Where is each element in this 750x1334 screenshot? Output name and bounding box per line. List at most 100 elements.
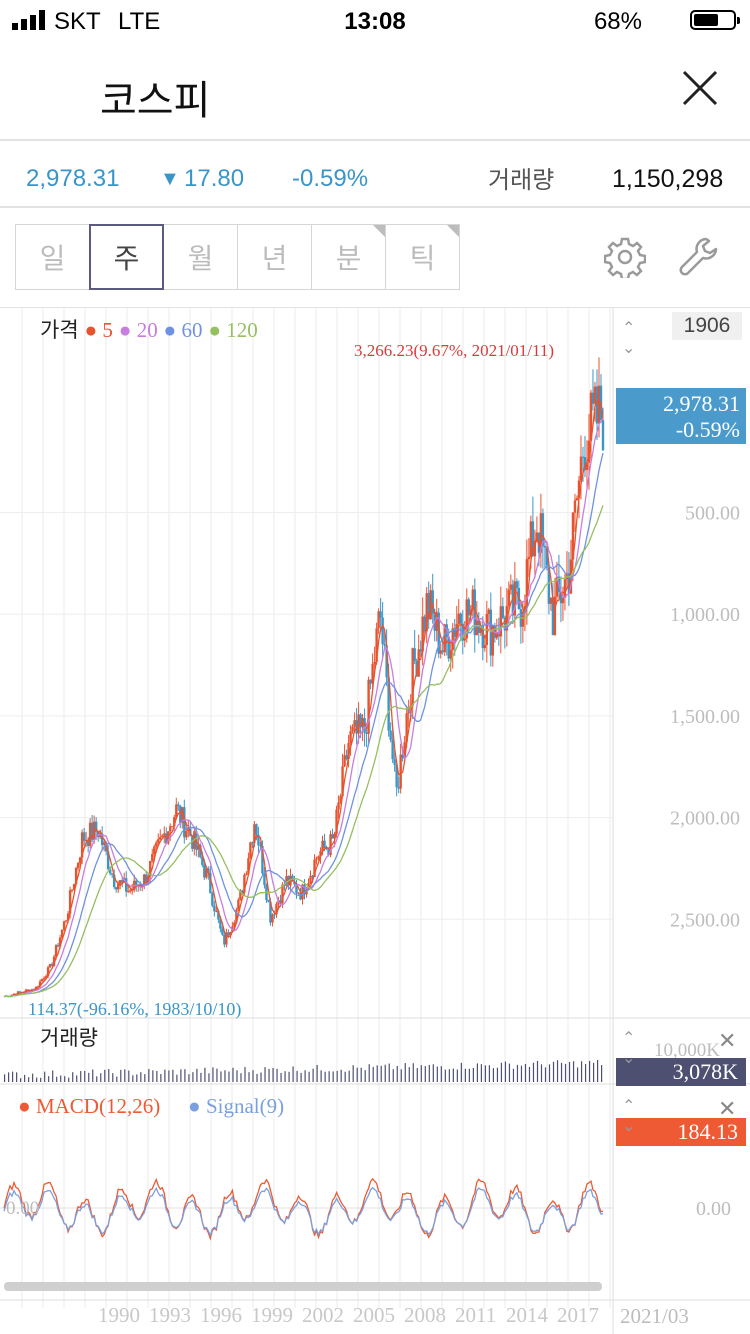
- volume-bar: [532, 1062, 535, 1082]
- candle-body: [541, 513, 545, 546]
- volume-bar: [320, 1070, 322, 1082]
- candle-body: [237, 899, 240, 910]
- candle-body: [449, 650, 452, 659]
- volume-bar: [592, 1062, 595, 1082]
- candle-body: [243, 874, 246, 893]
- candle-body: [539, 513, 543, 553]
- stock-chart[interactable]: 2,500.00 2,000.00 1,500.00 1,000.00 500.00 1…: [0, 308, 750, 1334]
- candle-body: [175, 804, 178, 818]
- close-panel-icon[interactable]: ✕: [718, 1096, 737, 1121]
- candle-body: [515, 581, 519, 588]
- tab-minute[interactable]: 분: [311, 224, 386, 290]
- candle-body: [423, 616, 426, 632]
- candle-body: [345, 755, 348, 760]
- volume-bar: [132, 1075, 134, 1082]
- volume-bar: [12, 1071, 14, 1082]
- candle-body: [48, 963, 52, 968]
- candle-body: [527, 556, 531, 560]
- candle-body: [54, 945, 58, 957]
- volume-bar: [384, 1064, 386, 1082]
- candle-body: [60, 929, 64, 938]
- volume-current-box: 3,078K: [616, 1058, 746, 1086]
- volume-bar: [284, 1071, 286, 1082]
- volume-bar: [124, 1069, 126, 1082]
- candle-body: [467, 599, 470, 616]
- candle-body: [483, 644, 487, 649]
- volume-bar: [400, 1069, 402, 1082]
- candle-body: [273, 914, 276, 916]
- tab-year[interactable]: 년: [237, 224, 312, 290]
- candle-body: [523, 606, 527, 612]
- candle-body: [38, 981, 42, 987]
- volume-bar: [128, 1070, 130, 1082]
- candle-body: [441, 650, 444, 653]
- candle-body: [173, 817, 176, 827]
- volume-bar: [368, 1064, 370, 1082]
- candle-body: [399, 754, 402, 789]
- volume-bar: [392, 1069, 394, 1082]
- candle-body: [112, 874, 116, 888]
- volume-bar: [148, 1069, 150, 1082]
- volume-bar: [140, 1072, 142, 1082]
- candle-body: [373, 662, 376, 664]
- divider: [0, 139, 750, 141]
- volume-bar: [356, 1067, 358, 1082]
- candle-body: [439, 650, 442, 654]
- low-annotation: 114.37(-96.16%, 1983/10/10): [28, 999, 242, 1019]
- candle-body: [259, 845, 262, 847]
- close-icon[interactable]: [682, 70, 718, 106]
- candle-body: [525, 559, 529, 607]
- volume-bar: [552, 1061, 555, 1082]
- volume-bar: [388, 1063, 390, 1082]
- candle-body: [381, 617, 384, 644]
- candle-body: [52, 956, 56, 966]
- volume-bar: [292, 1066, 294, 1082]
- volume-bar: [488, 1065, 491, 1082]
- volume-bar: [316, 1064, 318, 1082]
- candle-body: [323, 840, 326, 849]
- candle-body: [267, 900, 270, 902]
- candle-body: [595, 386, 599, 424]
- volume-bar: [500, 1062, 503, 1082]
- volume-bar: [64, 1076, 66, 1082]
- volume-bar: [100, 1073, 102, 1082]
- chevron-up-down-icon[interactable]: ⌃ ⌄: [622, 1098, 636, 1135]
- candle-body: [339, 796, 342, 803]
- chevron-up-down-icon[interactable]: ⌃ ⌄: [622, 1030, 636, 1067]
- volume-bar: [272, 1067, 274, 1082]
- candle-body: [281, 884, 284, 903]
- tab-week[interactable]: 주: [89, 224, 164, 290]
- tab-month[interactable]: 월: [163, 224, 238, 290]
- volume-bar: [268, 1068, 270, 1082]
- volume-bar: [336, 1070, 338, 1082]
- close-panel-icon[interactable]: ✕: [718, 1028, 737, 1053]
- candle-body: [86, 839, 90, 846]
- volume-bar: [332, 1071, 334, 1082]
- gear-icon[interactable]: [604, 236, 646, 278]
- battery-icon: [690, 10, 740, 30]
- candle-body: [127, 890, 130, 892]
- ma-line-20: [3, 418, 604, 998]
- candle-body: [217, 910, 220, 920]
- carrier: SKT: [54, 8, 101, 35]
- candle-body: [453, 628, 456, 637]
- candle-body: [593, 386, 597, 404]
- candle-body: [491, 625, 495, 656]
- tab-tick[interactable]: 틱: [385, 224, 460, 290]
- wrench-icon[interactable]: [678, 236, 720, 278]
- candle-body: [120, 880, 124, 883]
- chevron-up-down-icon[interactable]: ⌃ ⌄: [622, 320, 636, 357]
- volume-bar: [88, 1072, 90, 1082]
- candle-body: [159, 837, 162, 840]
- candle-body: [585, 462, 589, 470]
- macd-zero-right: 0.00: [696, 1198, 731, 1220]
- candle-body: [247, 858, 250, 874]
- x-tick-label: 2011: [455, 1303, 496, 1327]
- volume-bar: [436, 1066, 438, 1082]
- candle-body: [341, 766, 344, 797]
- volume-bar: [288, 1071, 290, 1082]
- tab-day[interactable]: 일: [15, 224, 90, 290]
- candle-body: [245, 873, 248, 875]
- volume-bar: [72, 1072, 74, 1082]
- candle-body: [183, 807, 186, 838]
